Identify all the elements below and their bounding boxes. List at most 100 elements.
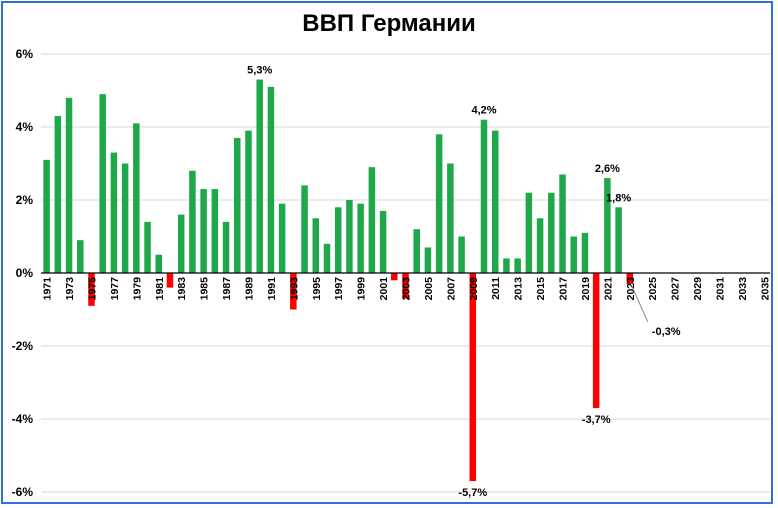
x-tick-label: 1985 (199, 277, 211, 301)
bar-1997 (334, 207, 342, 273)
bar-1994 (301, 185, 308, 273)
bar-1973 (65, 97, 73, 273)
data-label: 2,6% (595, 163, 620, 175)
bar-2006 (435, 134, 443, 273)
bar-1978 (121, 163, 129, 273)
x-tick-label: 2013 (513, 277, 525, 301)
y-tick-label: 0% (16, 266, 34, 280)
bar-1998 (346, 200, 353, 273)
bar-2016 (548, 192, 555, 273)
bar-1980 (144, 221, 151, 273)
x-tick-label: 2015 (535, 277, 547, 301)
x-tick-label: 1987 (221, 277, 233, 301)
x-tick-label: 1999 (356, 277, 368, 301)
data-label: 4,2% (471, 105, 496, 117)
bar-1988 (234, 137, 241, 273)
bar-2018 (570, 236, 577, 273)
x-tick-label: 1981 (154, 277, 166, 301)
data-label: -0,3% (652, 326, 681, 338)
x-tick-label: 2007 (445, 277, 457, 301)
bar-2009 (469, 273, 477, 482)
bar-1984 (189, 170, 196, 273)
bar-2014 (525, 192, 533, 273)
data-label: -5,7% (458, 487, 487, 499)
x-tick-label: 2027 (670, 277, 682, 301)
bar-1975 (88, 273, 95, 306)
x-tick-label: 2009 (468, 277, 480, 301)
bar-2003 (402, 273, 409, 299)
bar-2005 (424, 247, 432, 273)
bar-2022 (615, 207, 622, 273)
bar-1991 (267, 86, 275, 273)
x-tick-label: 1973 (64, 277, 76, 301)
chart-title: ВВП Германии (302, 10, 476, 37)
x-tick-label: 2017 (558, 277, 570, 301)
y-tick-label: -4% (12, 412, 34, 426)
annotation-leader (631, 285, 649, 323)
x-tick-label: 1993 (288, 277, 300, 301)
bar-2013 (514, 258, 521, 273)
x-tick-label: 2021 (602, 277, 614, 301)
x-tick-label: 2031 (715, 277, 727, 301)
x-tick-label: 2011 (490, 277, 502, 300)
y-tick-label: -2% (12, 339, 34, 353)
bar-2015 (536, 218, 544, 273)
x-tick-label: 1991 (266, 277, 278, 301)
y-tick-label: 6% (16, 47, 34, 61)
bar-2010 (480, 119, 488, 273)
bar-2012 (503, 258, 510, 273)
x-tick-label: 2025 (647, 277, 659, 301)
x-tick-label: 1983 (176, 277, 188, 301)
bar-2007 (447, 163, 454, 273)
x-tick-label: 1971 (42, 277, 54, 301)
x-tick-label: 2023 (625, 277, 637, 301)
data-label: -3,7% (582, 414, 611, 426)
bar-1977 (110, 152, 118, 273)
bar-1974 (77, 240, 84, 273)
bar-1995 (312, 218, 320, 273)
x-tick-label: 1997 (333, 277, 345, 301)
bar-1976 (99, 94, 106, 274)
bar-1971 (43, 159, 50, 273)
bar-2023 (626, 273, 634, 284)
x-tick-label: 1977 (109, 277, 121, 301)
bar-2011 (491, 130, 499, 273)
x-tick-label: 1979 (131, 277, 143, 301)
y-tick-label: -6% (12, 485, 34, 499)
bar-2000 (368, 167, 376, 273)
x-tick-label: 1989 (243, 277, 255, 301)
bar-2001 (379, 210, 387, 273)
bar-1992 (278, 203, 286, 273)
bar-1981 (155, 254, 163, 273)
bar-2008 (458, 236, 465, 273)
bar-1985 (200, 189, 207, 273)
bar-2002 (391, 273, 398, 281)
bar-1990 (256, 79, 263, 273)
bar-1989 (245, 130, 252, 273)
bar-1987 (222, 221, 230, 273)
x-tick-label: 2001 (378, 277, 390, 301)
y-tick-label: 2% (16, 193, 34, 207)
bar-2017 (559, 174, 566, 273)
bar-2021 (604, 178, 611, 273)
bar-1972 (54, 116, 62, 273)
bar-2004 (413, 229, 420, 273)
bar-1993 (290, 273, 297, 310)
bar-1982 (166, 273, 174, 288)
data-label: 1,8% (606, 192, 631, 204)
bar-1996 (323, 243, 331, 273)
bar-1983 (177, 214, 185, 273)
data-label: 5,3% (247, 65, 272, 77)
bar-2020 (592, 273, 600, 409)
bar-2019 (581, 232, 589, 273)
bar-1986 (211, 189, 219, 273)
x-tick-label: 2003 (401, 277, 413, 301)
x-tick-label: 2019 (580, 277, 592, 301)
x-tick-label: 1995 (311, 277, 323, 301)
x-tick-label: 2029 (692, 277, 704, 301)
y-tick-label: 4% (16, 120, 34, 134)
bar-1999 (357, 203, 364, 273)
x-tick-label: 2035 (759, 277, 771, 301)
